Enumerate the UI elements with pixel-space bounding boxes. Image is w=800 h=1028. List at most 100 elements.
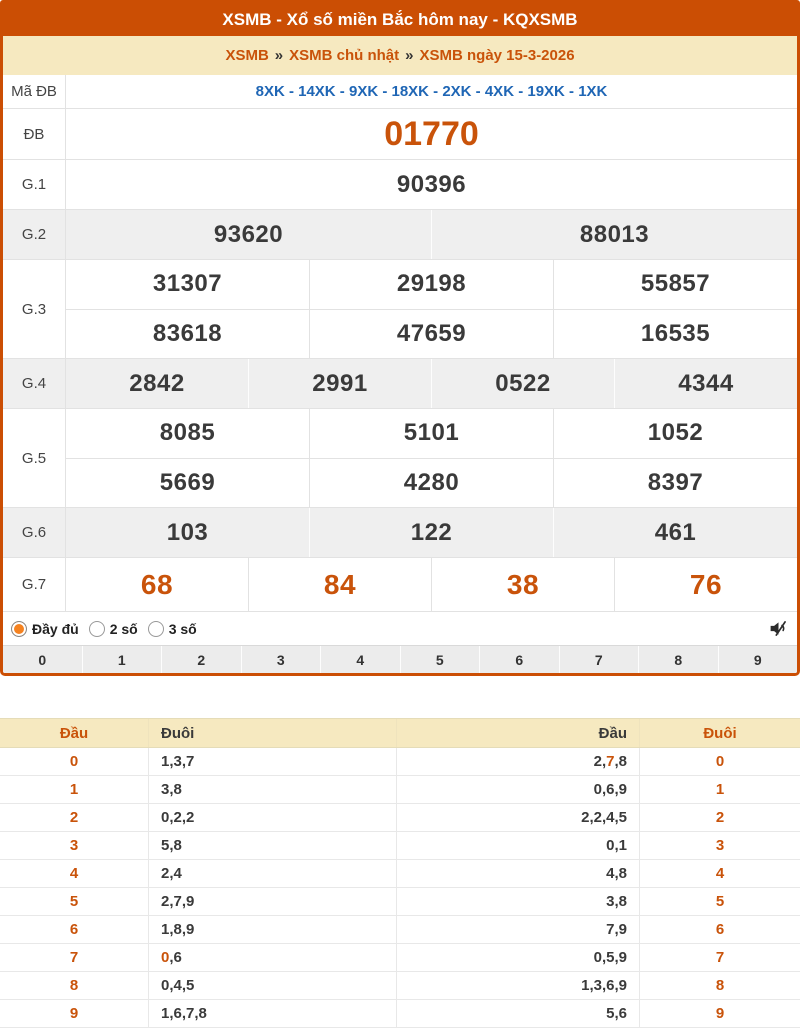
digit-filter-cell[interactable]: 5 xyxy=(399,646,479,673)
heads-list: 3,8 xyxy=(397,888,640,915)
heads-list: 2, 7,8 xyxy=(397,748,640,775)
digit-list: ,8 xyxy=(614,753,627,770)
digit-list: 2,7,9 xyxy=(161,893,195,910)
tails-row: 1 3,8 0,6,9 1 xyxy=(0,776,800,804)
prize-label-g2: G.2 xyxy=(3,210,66,259)
prize-value: 8085 xyxy=(159,419,216,447)
heads-list: 0,1 xyxy=(397,832,640,859)
tails-list: 1,8,9 xyxy=(149,916,397,943)
highlighted-digit: 7 xyxy=(606,753,615,770)
row-ma-db: Mã ĐB 8XK - 14XK - 9XK - 18XK - 2XK - 4X… xyxy=(3,75,797,108)
digit-filter-cell[interactable]: 8 xyxy=(638,646,718,673)
radio-group: Đầy đủ 2 số 3 số xyxy=(11,620,207,637)
prize-value: 47659 xyxy=(309,309,553,358)
ma-db-value: 8XK - 14XK - 9XK - 18XK - 2XK - 4XK - 19… xyxy=(255,83,608,100)
tails-body: 0 1,3,7 2, 7,8 0 1 3,8 0,6,9 1 2 0,2,2 2,2,4,5 2 3 5,8… xyxy=(0,748,800,1028)
tail-digit: 4 xyxy=(715,865,725,882)
radio-label: 2 số xyxy=(109,620,138,637)
special-prize-value: 01770 xyxy=(384,114,479,153)
digit-filter-cell[interactable]: 6 xyxy=(479,646,559,673)
heads-list: 5,6 xyxy=(397,1000,640,1027)
tails-list: 1,6,7,8 xyxy=(149,1000,397,1027)
prize-value: 38 xyxy=(431,558,614,611)
head-digit: 4 xyxy=(0,860,149,887)
digit-filter-cell[interactable]: 4 xyxy=(320,646,400,673)
digit-filter-cell[interactable]: 7 xyxy=(558,646,638,673)
results-grid: Mã ĐB 8XK - 14XK - 9XK - 18XK - 2XK - 4X… xyxy=(3,75,797,611)
tails-list: 3,8 xyxy=(149,776,397,803)
digit-list: 7,9 xyxy=(606,921,627,938)
head-digit: 6 xyxy=(0,916,149,943)
prize-value: 122 xyxy=(309,508,553,557)
prize-value: 4280 xyxy=(309,458,553,507)
tails-row: 5 2,7,9 3,8 5 xyxy=(0,888,800,916)
prize-value: 31307 xyxy=(152,270,223,298)
prize-label-db: ĐB xyxy=(3,109,66,159)
heads-list: 0,5,9 xyxy=(397,944,640,971)
header-duoi-left: Đuôi xyxy=(149,719,397,747)
prize-value: 0522 xyxy=(431,359,614,408)
breadcrumb-link[interactable]: XSMB ngày 15-3-2026 xyxy=(419,47,575,64)
header-duoi-right: Đuôi xyxy=(703,724,737,742)
digit-filter-cell[interactable]: 0 xyxy=(3,646,82,673)
speaker-muted-icon[interactable] xyxy=(768,618,789,639)
tail-digit: 9 xyxy=(715,1005,725,1022)
prize-label-g5: G.5 xyxy=(3,409,66,507)
digit-list: 0,6,9 xyxy=(593,781,627,798)
row-g3: G.3 31307 29198 55857 83618 47659 16535 xyxy=(3,259,797,358)
tails-table: Đầu Đuôi Đầu Đuôi 0 1,3,7 2, 7,8 0 1 3,8 0,6,9 1… xyxy=(0,718,800,1028)
digit-list: 0,5,9 xyxy=(593,949,627,966)
breadcrumb-link[interactable]: XSMB xyxy=(225,47,269,64)
prize-value: 84 xyxy=(248,558,431,611)
radio-option[interactable]: 2 số xyxy=(88,620,138,637)
tails-row: 8 0,4,5 1,3,6,9 8 xyxy=(0,972,800,1000)
digit-list: ,6 xyxy=(169,949,182,966)
tails-list: 0,4,5 xyxy=(149,972,397,999)
prize-value: 103 xyxy=(166,518,209,546)
row-db: ĐB 01770 xyxy=(3,108,797,159)
digit-filter-cell[interactable]: 1 xyxy=(81,646,161,673)
breadcrumb-separator: » xyxy=(274,47,284,64)
prize-value: 461 xyxy=(553,508,797,557)
digit-filter-cell[interactable]: 9 xyxy=(717,646,797,673)
tails-list: 5,8 xyxy=(149,832,397,859)
page-title: XSMB - Xổ số miền Bắc hôm nay - KQXSMB xyxy=(3,3,797,36)
tail-digit: 5 xyxy=(715,893,725,910)
tails-list: 0,6 xyxy=(149,944,397,971)
tails-header: Đầu Đuôi Đầu Đuôi xyxy=(0,719,800,748)
digit-filter-cell[interactable]: 2 xyxy=(161,646,241,673)
head-digit: 7 xyxy=(0,944,149,971)
prize-value: 1052 xyxy=(553,409,797,458)
breadcrumb-link[interactable]: XSMB chủ nhật xyxy=(289,47,400,64)
radio-option[interactable]: 3 số xyxy=(147,620,197,637)
tails-row: 4 2,4 4,8 4 xyxy=(0,860,800,888)
tails-row: 2 0,2,2 2,2,4,5 2 xyxy=(0,804,800,832)
prize-label-g1: G.1 xyxy=(3,160,66,209)
prize-value: 8397 xyxy=(553,458,797,507)
radio-option[interactable]: Đầy đủ xyxy=(11,620,79,637)
tail-digit: 6 xyxy=(715,921,725,938)
prize-value: 55857 xyxy=(553,260,797,309)
digit-filter-cell[interactable]: 3 xyxy=(240,646,320,673)
digit-list: 4,8 xyxy=(606,865,627,882)
digit-list: 5,6 xyxy=(606,1005,627,1022)
digit-list: 1,3,6,9 xyxy=(581,977,627,994)
digit-list: 1,8,9 xyxy=(161,921,195,938)
radio-icon xyxy=(11,620,27,637)
prize-label-g6: G.6 xyxy=(3,508,66,557)
breadcrumb: XSMB » XSMB chủ nhật » XSMB ngày 15-3-2026 xyxy=(3,36,797,75)
tails-row: 0 1,3,7 2, 7,8 0 xyxy=(0,748,800,776)
tail-digit: 8 xyxy=(715,977,725,994)
row-g7: G.7 68 84 38 76 xyxy=(3,557,797,611)
digit-list: 0,4,5 xyxy=(161,977,195,994)
digit-list: 2,4 xyxy=(161,865,182,882)
prize-label-g7: G.7 xyxy=(3,558,66,611)
digit-list: 0,1 xyxy=(606,837,627,854)
tail-digit: 7 xyxy=(715,949,725,966)
prize-value: 16535 xyxy=(553,309,797,358)
prize-value: 83618 xyxy=(152,319,223,347)
prize-label-g4: G.4 xyxy=(3,359,66,408)
display-options: Đầy đủ 2 số 3 số xyxy=(3,611,797,645)
heads-list: 7,9 xyxy=(397,916,640,943)
